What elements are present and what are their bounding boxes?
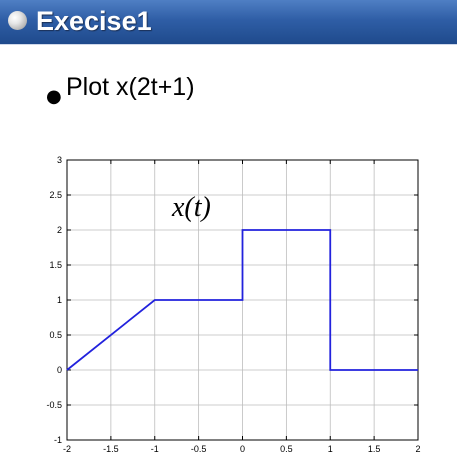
x-tick-label: 2	[415, 444, 420, 454]
y-tick-label: -1	[54, 435, 62, 445]
y-tick-label: 2	[57, 225, 62, 235]
title-bullet-icon	[8, 11, 27, 30]
y-tick-label: -0.5	[46, 400, 62, 410]
series	[66, 229, 418, 371]
x-tick-label: -1.5	[103, 444, 119, 454]
chart: -2 -1.5 -1 -0.5 0 0.5 1 1.5 2 -1 -0.5 0 0.5 1 1.5 2 2.5 3…	[46, 155, 420, 454]
y-tick-label: 1.5	[49, 260, 62, 270]
x-tick-label: 0.5	[280, 444, 293, 454]
tick-labels: -2 -1.5 -1 -0.5 0 0.5 1 1.5 2 -1 -0.5 0 0.5 1 1.5 2 2.5 3	[46, 155, 420, 454]
x-tick-label: -0.5	[191, 444, 207, 454]
y-tick-label: 0.5	[49, 330, 62, 340]
y-tick-label: 0	[57, 365, 62, 375]
ticks	[66, 159, 419, 441]
x-tick-label: 0	[240, 444, 245, 454]
y-tick-label: 2.5	[49, 190, 62, 200]
bullet-text: Plot x(2t+1)	[66, 73, 195, 101]
y-tick-label: 3	[57, 155, 62, 165]
slide-title: Execise1	[36, 6, 152, 36]
chart-annotation: x(t)	[171, 192, 211, 223]
x-tick-label: 1	[328, 444, 333, 454]
series-line-0	[66, 229, 418, 371]
x-tick-label: -2	[63, 444, 71, 454]
slide-title-bar: Execise1	[0, 0, 457, 44]
bullet-dot-icon: ●	[46, 86, 62, 107]
y-tick-label: 1	[57, 295, 62, 305]
x-tick-label: -1	[151, 444, 159, 454]
x-tick-label: 1.5	[368, 444, 381, 454]
